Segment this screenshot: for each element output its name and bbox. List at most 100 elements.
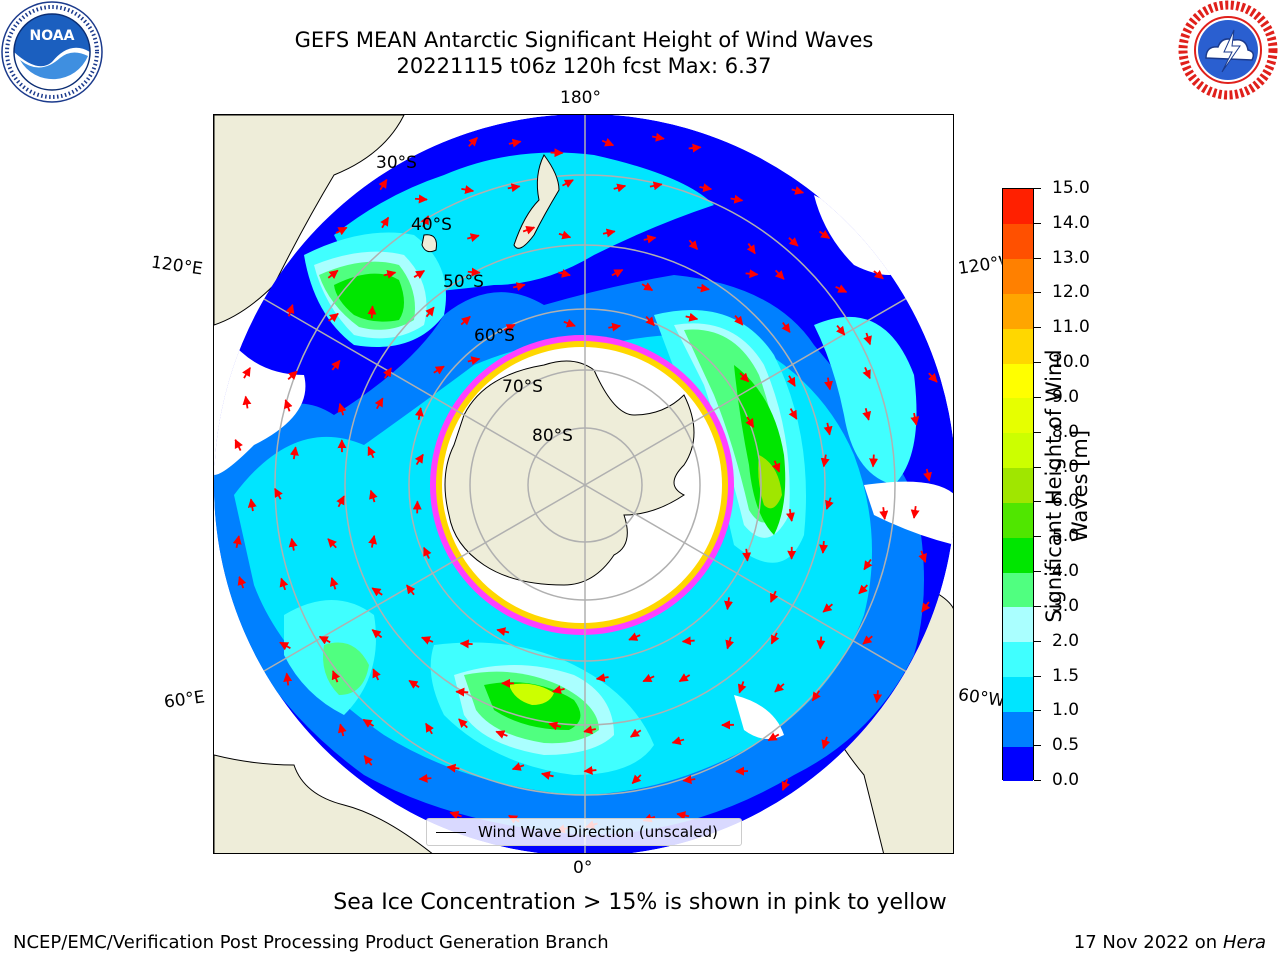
wind-wave-arrow [328, 312, 339, 323]
wind-wave-arrow [781, 322, 791, 333]
latitude-labels: 30°S 40°S 50°S 60°S 70°S 80°S [376, 153, 573, 446]
wind-wave-arrow [337, 402, 347, 416]
wind-wave-arrow [678, 673, 691, 683]
wind-wave-arrow [823, 422, 833, 436]
colorbar-tick-label: 6.0 [1052, 491, 1080, 512]
wind-wave-arrow [374, 397, 384, 410]
noaa-logo-text: NOAA [30, 28, 75, 44]
colorbar-segment [1003, 363, 1033, 399]
wind-wave-arrow [771, 460, 781, 473]
wind-wave-arrow [495, 730, 508, 739]
colorbar-tick [1034, 431, 1041, 433]
wind-wave-arrow [563, 318, 576, 328]
wind-wave-arrow [331, 359, 341, 371]
colorbar-tick-label: 0.5 [1052, 735, 1080, 756]
wind-wave-arrow [552, 685, 565, 695]
legend-label: Wind Wave Direction (unscaled) [478, 823, 718, 841]
wind-wave-arrow [583, 765, 597, 775]
lat-label-50s: 50°S [443, 272, 484, 292]
wind-wave-arrow [734, 315, 744, 326]
wind-wave-arrow [688, 143, 702, 153]
wind-wave-arrow [378, 178, 388, 191]
wind-wave-arrow [873, 690, 883, 704]
colorbar-title: Significant Height of Wind Waves [m] [1042, 349, 1092, 623]
wind-wave-arrow [923, 468, 932, 482]
wind-wave-arrow [423, 546, 432, 559]
wind-wave-arrow [336, 495, 345, 508]
chart-title: GEFS MEAN Antarctic Significant Height o… [294, 28, 874, 52]
wind-wave-arrow [283, 672, 293, 686]
footer-credit: NCEP/EMC/Verification Post Processing Pr… [13, 932, 609, 953]
wind-wave-arrow [873, 270, 884, 280]
wind-wave-arrow [781, 778, 791, 792]
wind-wave-arrow [247, 498, 257, 512]
colorbar-tick [1034, 605, 1041, 607]
wind-wave-arrow [724, 597, 733, 611]
wind-wave-arrow [331, 670, 341, 683]
wind-wave-arrow [460, 315, 471, 326]
wind-wave-arrow [863, 332, 872, 346]
colorbar-segment [1003, 711, 1033, 747]
wind-wave-arrow [825, 497, 834, 510]
wind-wave-arrow [455, 687, 469, 697]
wind-wave-arrow [601, 138, 615, 147]
wind-wave-arrow [645, 315, 655, 327]
colorbar-segment [1003, 572, 1033, 608]
wind-wave-arrow [372, 668, 381, 681]
colorbar-tick-label: 12.0 [1052, 282, 1090, 303]
lon-label-120w: 120°W [956, 253, 1004, 279]
colorbar-tick-label: 11.0 [1052, 317, 1090, 338]
lat-label-60s: 60°S [474, 326, 515, 346]
colorbar-tick [1034, 327, 1041, 329]
lon-label-0: 0° [573, 858, 593, 878]
wind-wave-arrow [862, 408, 872, 421]
wind-wave-arrow [649, 181, 663, 191]
colorbar-segment [1003, 432, 1033, 469]
wind-wave-arrow [420, 215, 430, 228]
lat-label-40s: 40°S [411, 215, 452, 235]
colorbar-tick-label: 9.0 [1052, 386, 1080, 407]
colorbar-tick [1034, 396, 1041, 398]
wind-wave-arrow [558, 230, 572, 240]
legend-line-sample [436, 832, 466, 833]
colorbar-tick-label: 15.0 [1052, 178, 1090, 198]
wind-wave-arrow [237, 575, 247, 589]
wind-wave-arrow [835, 284, 848, 293]
wind-wave-arrow [562, 179, 574, 188]
wind-wave-arrow [274, 487, 283, 500]
wind-wave-arrow [558, 268, 571, 278]
wind-wave-arrow [863, 559, 873, 571]
polar-map: 30°S 40°S 50°S 60°S 70°S 80°S [213, 114, 954, 854]
colorbar-tick [1034, 362, 1041, 364]
wind-wave-arrow [595, 673, 609, 683]
wind-wave-arrow [329, 577, 339, 590]
wind-wave-arrow [730, 194, 744, 204]
wind-wave-arrow [767, 732, 780, 742]
wind-wave-arrow [858, 584, 868, 595]
wind-wave-arrow [548, 721, 562, 731]
wind-wave-arrow [816, 636, 826, 650]
polar-map-canvas: 30°S 40°S 50°S 60°S 70°S 80°S [214, 115, 953, 853]
colorbar-tick-label: 2.0 [1052, 630, 1080, 651]
colorbar-tick [1034, 571, 1041, 573]
wind-wave-arrow [608, 322, 622, 332]
wind-wave-arrow [862, 635, 873, 645]
wind-wave-arrow [371, 629, 383, 639]
wind-wave-arrow [688, 239, 699, 250]
lat-label-80s: 80°S [532, 426, 573, 446]
colorbar-tick [1034, 188, 1041, 189]
colorbar-segment [1003, 467, 1033, 503]
wind-wave-arrow [408, 679, 420, 689]
lon-label-180: 180° [560, 88, 601, 108]
wind-wave-arrow [737, 681, 747, 694]
wind-wave-arrow [682, 775, 696, 785]
wind-wave-arrow [583, 725, 597, 735]
map-legend: Wind Wave Direction (unscaled) [426, 818, 742, 846]
wind-wave-arrow [380, 216, 390, 229]
new-zealand-land [513, 154, 560, 249]
colorbar-tick-label: 13.0 [1052, 247, 1090, 268]
wind-wave-arrow [425, 722, 434, 735]
colorbar-segment [1003, 746, 1033, 782]
colorbar-tick-label: 14.0 [1052, 212, 1090, 233]
wind-wave-arrow [279, 641, 291, 651]
